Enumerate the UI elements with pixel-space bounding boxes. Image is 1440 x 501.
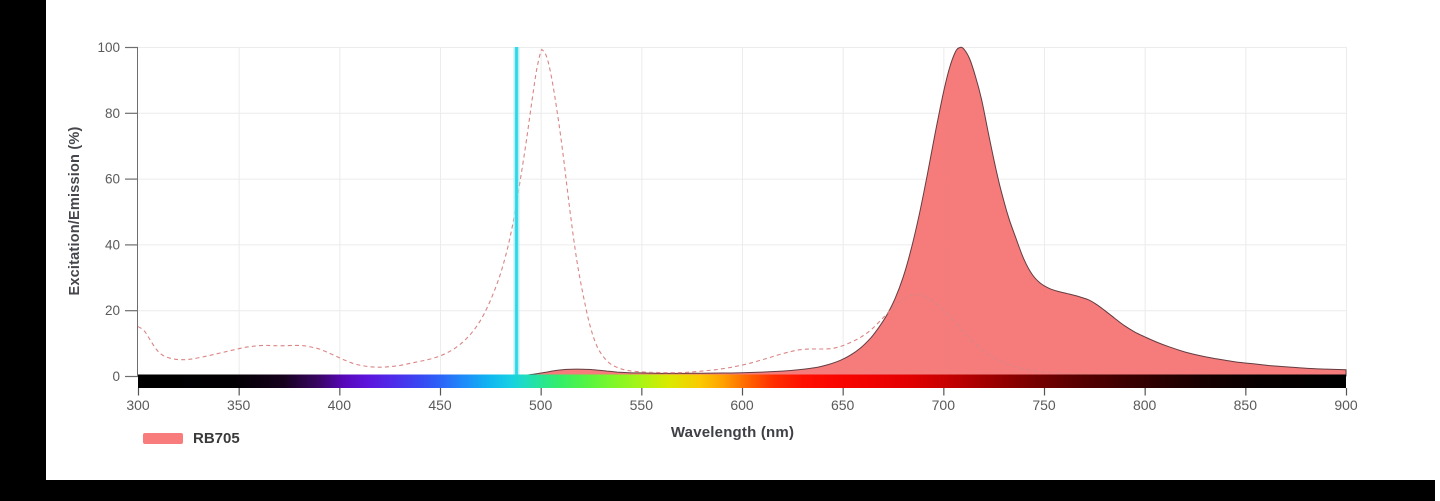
x-tick-label: 300 <box>126 397 150 413</box>
x-tick-label: 550 <box>630 397 654 413</box>
legend-label: RB705 <box>193 430 240 447</box>
excitation-curve <box>137 49 1347 376</box>
x-tick-label: 700 <box>932 397 956 413</box>
y-tick-label: 20 <box>105 303 120 318</box>
gridlines <box>138 47 1347 376</box>
x-tick-label: 750 <box>1032 397 1056 413</box>
spectra-viewer-panel: 0 20 40 60 80 100 300 350 400 450 500 550 600 650 700 7… <box>67 40 1358 447</box>
x-tick-label: 850 <box>1234 397 1258 413</box>
y-axis-title: Excitation/Emission (%) <box>67 126 83 296</box>
laser-line-488 <box>515 47 518 377</box>
legend-item-rb705[interactable]: RB705 <box>143 430 240 447</box>
emission-area <box>516 46 1347 377</box>
spectra-chart: 0 20 40 60 80 100 300 350 400 450 500 550 600 650 700 7… <box>97 40 1358 413</box>
frame-left-bar <box>0 0 46 501</box>
frame-bottom-bar <box>0 480 1435 501</box>
y-tick-label: 0 <box>112 369 120 384</box>
y-tick-label: 100 <box>97 40 120 55</box>
y-tick-label: 80 <box>105 106 120 121</box>
y-tick-label: 40 <box>105 237 120 252</box>
x-tick-label: 800 <box>1133 397 1157 413</box>
x-tick-label: 650 <box>831 397 855 413</box>
wavelength-colorbar <box>138 374 1346 388</box>
legend-swatch <box>143 433 183 444</box>
x-tick-label: 400 <box>328 397 352 413</box>
legend: RB705 <box>143 430 240 447</box>
x-tick-label: 600 <box>730 397 754 413</box>
x-axis-title: Wavelength (nm) <box>670 424 795 441</box>
x-tick-label: 450 <box>428 397 452 413</box>
x-tick-label: 350 <box>227 397 251 413</box>
y-tick-label: 60 <box>105 172 120 187</box>
x-tick-label: 900 <box>1334 397 1358 413</box>
x-tick-label: 500 <box>529 397 553 413</box>
